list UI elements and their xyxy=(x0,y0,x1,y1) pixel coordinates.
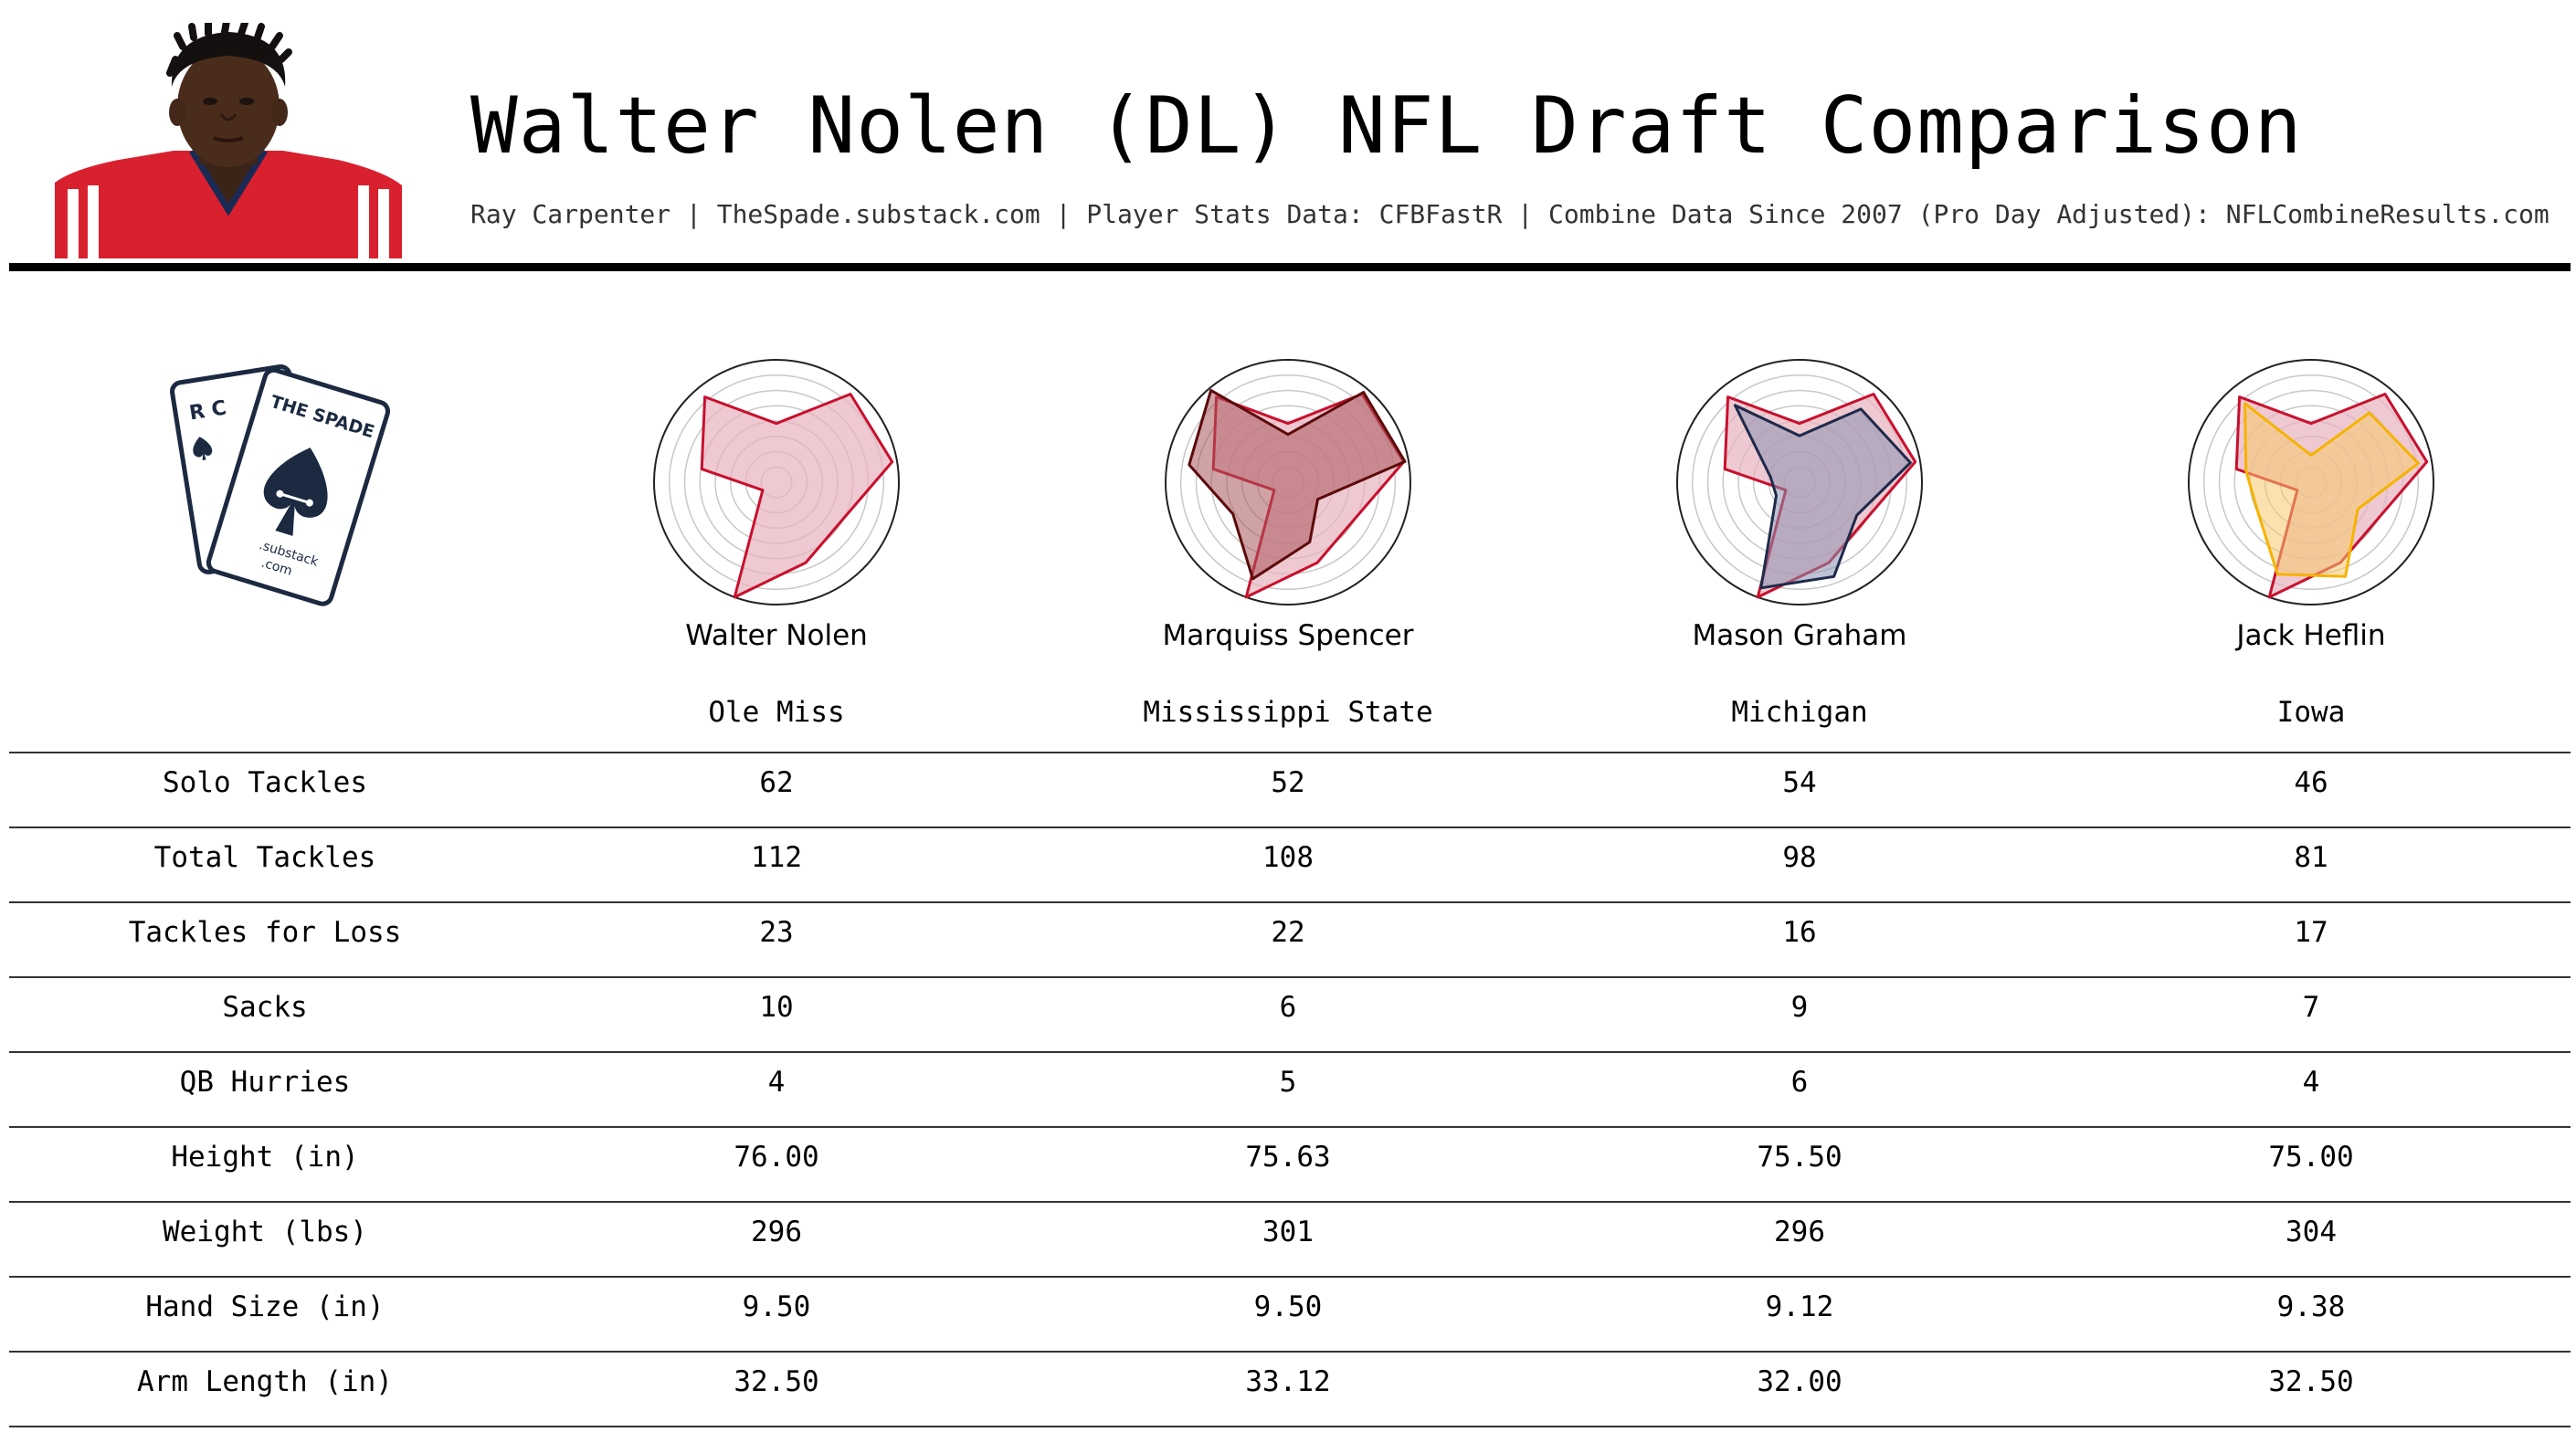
table-cell: 9.12 xyxy=(1765,1290,1834,1323)
table-cell: 16 xyxy=(1782,916,1817,949)
table-cell: 75.63 xyxy=(1245,1141,1331,1174)
table-cell: 9.50 xyxy=(1253,1290,1323,1323)
table-cell: 62 xyxy=(759,766,794,799)
spade-icon xyxy=(263,448,328,536)
table-cell: 32.00 xyxy=(1757,1365,1842,1398)
table-cell: 9 xyxy=(1790,991,1809,1024)
radar-chart-1 xyxy=(653,359,900,605)
player-school: Ole Miss xyxy=(708,696,845,729)
table-cell: 6 xyxy=(1279,991,1297,1024)
row-label: Total Tackles xyxy=(153,841,376,874)
table-cell: 9.50 xyxy=(742,1290,811,1323)
table-rule xyxy=(9,1201,2571,1203)
table-cell: 32.50 xyxy=(2268,1365,2354,1398)
table-cell: 98 xyxy=(1782,841,1817,874)
table-rule xyxy=(9,1426,2571,1427)
player-school: Mississippi State xyxy=(1143,696,1433,729)
radar-chart-2 xyxy=(1165,359,1411,605)
player-name: Jack Heflin xyxy=(2236,619,2386,652)
table-cell: 17 xyxy=(2294,916,2328,949)
table-cell: 23 xyxy=(759,916,794,949)
page-title: Walter Nolen (DL) NFL Draft Comparison xyxy=(470,80,2303,172)
table-rule xyxy=(9,1126,2571,1128)
player-school: Iowa xyxy=(2276,696,2346,729)
radar-comparison-shape xyxy=(2243,402,2420,578)
table-cell: 296 xyxy=(1774,1216,1825,1248)
player-headshot xyxy=(55,23,402,258)
table-rule xyxy=(9,901,2571,903)
table-cell: 4 xyxy=(2302,1066,2320,1099)
table-cell: 9.38 xyxy=(2276,1290,2346,1323)
radar-grid-ring xyxy=(2202,374,2420,591)
table-rule xyxy=(9,1276,2571,1278)
row-label: Solo Tackles xyxy=(163,766,367,799)
table-cell: 33.12 xyxy=(1245,1365,1331,1398)
table-cell: 112 xyxy=(751,841,802,874)
table-cell: 81 xyxy=(2294,841,2328,874)
radar-grid-ring xyxy=(1691,374,1908,591)
radar-grid-ring xyxy=(1179,374,1397,591)
row-label: Height (in) xyxy=(171,1141,359,1174)
page-subtitle: Ray Carpenter | TheSpade.substack.com | … xyxy=(470,199,2550,229)
table-rule xyxy=(9,976,2571,978)
table-cell: 296 xyxy=(751,1216,802,1248)
table-cell: 10 xyxy=(759,991,794,1024)
table-cell: 5 xyxy=(1279,1066,1297,1099)
row-label: QB Hurries xyxy=(179,1066,351,1099)
radar-comparison-shape xyxy=(1188,388,1407,581)
table-rule xyxy=(9,827,2571,828)
table-cell: 76.00 xyxy=(734,1141,819,1174)
row-label: Sacks xyxy=(222,991,308,1024)
row-label: Tackles for Loss xyxy=(128,916,402,949)
table-cell: 22 xyxy=(1271,916,1305,949)
front-card: THE SPADE .substack .com xyxy=(206,367,391,606)
radar-baseline-shape xyxy=(700,393,894,599)
table-cell: 4 xyxy=(767,1066,786,1099)
table-cell: 6 xyxy=(1790,1066,1809,1099)
radar-chart-3 xyxy=(1676,359,1923,605)
row-label: Weight (lbs) xyxy=(163,1216,367,1248)
table-rule xyxy=(9,752,2571,753)
table-cell: 304 xyxy=(2286,1216,2337,1248)
table-cell: 75.00 xyxy=(2268,1141,2354,1174)
table-rule xyxy=(9,1051,2571,1053)
radar-grid-ring xyxy=(668,374,885,591)
row-label: Arm Length (in) xyxy=(137,1365,393,1398)
table-rule xyxy=(9,1351,2571,1353)
table-cell: 75.50 xyxy=(1757,1141,1842,1174)
table-cell: 301 xyxy=(1262,1216,1314,1248)
radar-comparison-shape xyxy=(1733,404,1912,590)
radar-chart-4 xyxy=(2188,359,2434,605)
row-label: Hand Size (in) xyxy=(145,1290,385,1323)
table-cell: 108 xyxy=(1262,841,1314,874)
table-cell: 7 xyxy=(2302,991,2320,1024)
header-divider xyxy=(9,263,2571,271)
player-name: Walter Nolen xyxy=(685,619,868,652)
player-name: Marquiss Spencer xyxy=(1162,619,1414,652)
table-cell: 32.50 xyxy=(734,1365,819,1398)
table-cell: 54 xyxy=(1782,766,1817,799)
small-spade-icon xyxy=(193,437,213,461)
player-school: Michigan xyxy=(1731,696,1868,729)
table-cell: 46 xyxy=(2294,766,2328,799)
the-spade-logo: R C THE SPADE .substack .com xyxy=(170,364,391,606)
player-name: Mason Graham xyxy=(1692,619,1907,652)
table-cell: 52 xyxy=(1271,766,1305,799)
